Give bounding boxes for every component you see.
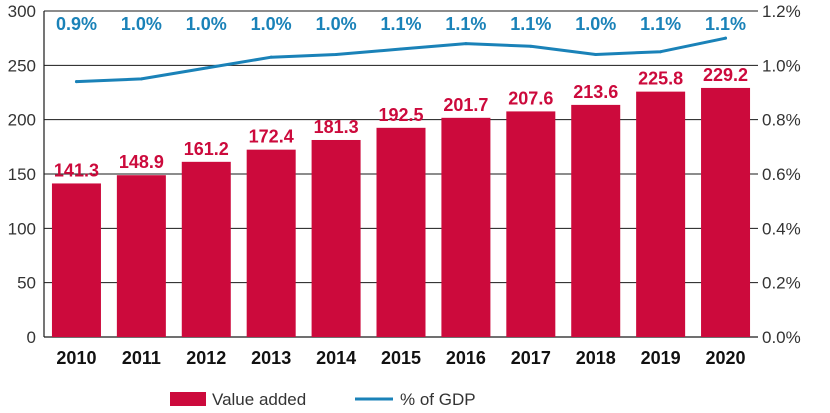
line-point-2018 (594, 52, 598, 56)
line-point-2012 (204, 66, 208, 70)
legend: Value added % of GDP (170, 390, 476, 409)
y-right-tick-label: 0.6% (762, 165, 801, 184)
line-point-2017 (529, 44, 533, 48)
legend-swatch-value-added (170, 392, 206, 406)
bar-label-2013: 172.4 (249, 127, 294, 147)
bar-value-added-2012 (181, 161, 231, 337)
y-left-tick-label: 100 (8, 219, 36, 238)
line-label-2011: 1.0% (121, 14, 162, 34)
bar-series (51, 87, 751, 338)
line-label-2018: 1.0% (575, 14, 616, 34)
bar-value-added-2014 (311, 139, 361, 337)
line-point-2020 (724, 36, 728, 40)
line-label-2019: 1.1% (640, 14, 681, 34)
bar-value-added-2010 (51, 183, 101, 337)
bar-label-2015: 192.5 (378, 105, 423, 125)
x-tick-label-2017: 2017 (511, 348, 551, 368)
line-point-2013 (269, 55, 273, 59)
legend-label-value-added: Value added (212, 390, 306, 409)
y-right-tick-label: 0.2% (762, 274, 801, 293)
x-tick-label-2010: 2010 (56, 348, 96, 368)
x-tick-label-2015: 2015 (381, 348, 421, 368)
line-point-2010 (74, 80, 78, 84)
bar-label-2011: 148.9 (119, 152, 164, 172)
y-left-tick-label: 300 (8, 2, 36, 21)
line-point-2014 (334, 52, 338, 56)
bar-label-2020: 229.2 (703, 65, 748, 85)
line-label-2020: 1.1% (705, 14, 746, 34)
line-label-2015: 1.1% (380, 14, 421, 34)
line-point-2019 (659, 50, 663, 54)
y-right-tick-label: 1.0% (762, 56, 801, 75)
x-tick-label-2014: 2014 (316, 348, 356, 368)
y-left-tick-label: 0 (27, 328, 36, 347)
x-tick-label-2011: 2011 (122, 348, 161, 368)
x-tick-label-2016: 2016 (446, 348, 486, 368)
line-label-2010: 0.9% (56, 14, 97, 34)
bar-label-2012: 161.2 (184, 139, 229, 159)
bar-value-added-2013 (246, 149, 296, 337)
bar-value-added-2011 (116, 175, 166, 337)
y-left-tick-label: 200 (8, 111, 36, 130)
line-data-labels: 0.9% 1.0% 1.0% 1.0% 1.0% 1.1% 1.1% 1.1% 1.0% 1.1%… (56, 14, 746, 34)
y-left-tick-label: 150 (8, 165, 36, 184)
y-axis-right: 0.0% 0.2% 0.4% 0.6% 0.8% 1.0% 1.2% (762, 2, 801, 347)
bar-value-added-2019 (636, 91, 686, 337)
x-tick-label-2019: 2019 (641, 348, 681, 368)
line-gdp-share (75, 36, 727, 84)
bar-label-2014: 181.3 (314, 117, 359, 137)
line-point-2011 (139, 77, 143, 81)
y-right-tick-label: 1.2% (762, 2, 801, 21)
bar-label-2018: 213.6 (573, 82, 618, 102)
line-label-2014: 1.0% (316, 14, 357, 34)
x-axis: 2010 2011 2012 2013 2014 2015 2016 2017 2018 2019… (56, 348, 745, 368)
bar-data-labels: 141.3 148.9 161.2 172.4 181.3 192.5 201.7 207.6… (54, 65, 748, 181)
line-series (74, 36, 728, 84)
bar-value-added-2018 (571, 104, 621, 337)
bar-label-2019: 225.8 (638, 69, 683, 89)
y-left-tick-label: 50 (17, 274, 36, 293)
line-label-2016: 1.1% (445, 14, 486, 34)
bar-label-2016: 201.7 (443, 95, 488, 115)
bar-value-added-2016 (441, 117, 491, 337)
x-tick-label-2018: 2018 (576, 348, 616, 368)
line-label-2017: 1.1% (510, 14, 551, 34)
bar-label-2017: 207.6 (508, 88, 553, 108)
y-axis-left: 0 50 100 150 200 250 300 (8, 2, 36, 347)
x-tick-label-2012: 2012 (186, 348, 226, 368)
y-right-tick-label: 0.0% (762, 328, 801, 347)
x-tick-label-2013: 2013 (251, 348, 291, 368)
line-label-2012: 1.0% (186, 14, 227, 34)
bar-value-added-2017 (506, 111, 556, 338)
bar-value-added-2015 (376, 127, 426, 337)
bar-label-2010: 141.3 (54, 160, 99, 180)
y-left-tick-label: 250 (8, 56, 36, 75)
legend-label-gdp-share: % of GDP (400, 390, 476, 409)
bar-value-added-2020 (701, 87, 751, 337)
line-label-2013: 1.0% (251, 14, 292, 34)
y-right-tick-label: 0.4% (762, 219, 801, 238)
y-right-tick-label: 0.8% (762, 111, 801, 130)
x-tick-label-2020: 2020 (706, 348, 746, 368)
line-point-2016 (464, 42, 468, 46)
line-point-2015 (399, 47, 403, 51)
